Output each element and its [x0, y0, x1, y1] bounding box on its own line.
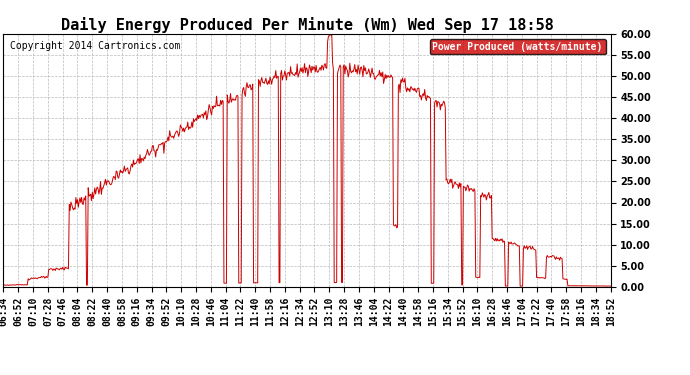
Legend: Power Produced (watts/minute): Power Produced (watts/minute): [430, 39, 606, 54]
Text: Copyright 2014 Cartronics.com: Copyright 2014 Cartronics.com: [10, 41, 180, 51]
Title: Daily Energy Produced Per Minute (Wm) Wed Sep 17 18:58: Daily Energy Produced Per Minute (Wm) We…: [61, 16, 553, 33]
